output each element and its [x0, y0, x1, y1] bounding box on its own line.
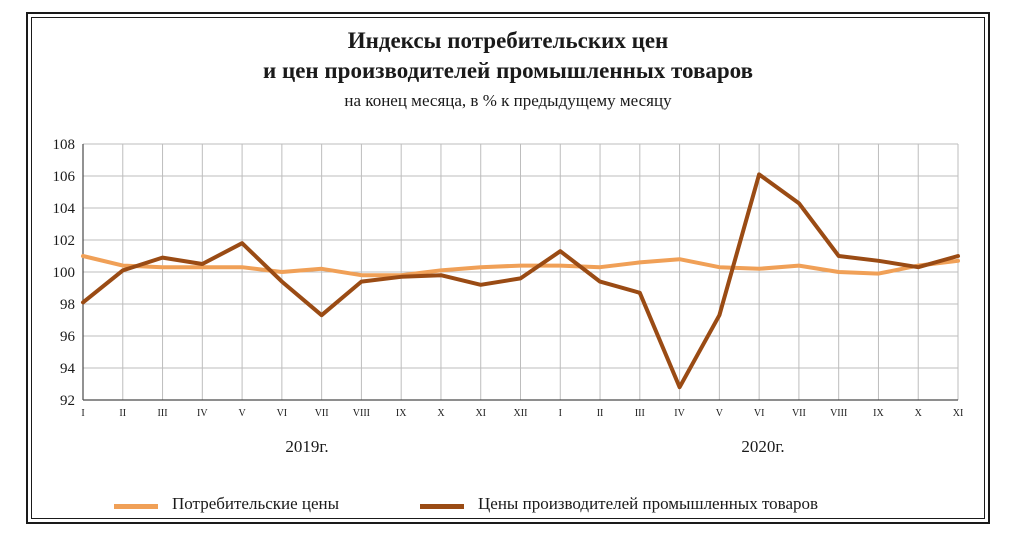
x-tick-label: VI: [277, 408, 288, 419]
x-tick-label: XI: [953, 408, 964, 419]
chart-frame-outer: [26, 12, 990, 524]
legend-swatch-consumer: [114, 504, 158, 509]
chart-title: Индексы потребительских цен: [347, 28, 669, 53]
x-tick-label: IV: [197, 408, 208, 419]
y-tick-label: 98: [60, 297, 75, 313]
x-tick-label: VI: [754, 408, 765, 419]
x-tick-label: X: [915, 408, 923, 419]
x-tick-label: III: [158, 408, 168, 419]
series-line-producer: [81, 172, 960, 390]
y-tick-label: 96: [60, 329, 76, 345]
x-tick-label: VIII: [353, 408, 370, 419]
chart-subtitle: на конец месяца, в % к предыдущему месяц…: [344, 91, 672, 110]
x-tick-label: I: [81, 408, 84, 419]
chart-title-line2: и цен производителей промышленных товаро…: [262, 58, 754, 83]
x-tick-label: VII: [792, 408, 806, 419]
y-tick-label: 108: [53, 137, 76, 153]
y-tick-label: 92: [60, 393, 75, 409]
x-tick-label: XII: [514, 408, 528, 419]
y-tick-label: 104: [53, 201, 76, 217]
series-line-consumer: [81, 254, 960, 278]
legend-label-consumer: Потребительские цены: [172, 494, 340, 513]
year-label-2020: 2020г.: [741, 437, 784, 456]
x-tick-label: V: [238, 408, 246, 419]
y-tick-label: 106: [53, 169, 76, 185]
x-tick-label: IX: [873, 408, 884, 419]
x-tick-label: II: [119, 408, 126, 419]
year-label-2019: 2019г.: [285, 437, 328, 456]
x-tick-label: IV: [674, 408, 685, 419]
x-tick-label: I: [559, 408, 562, 419]
legend-label-producer: Цены производителей промышленных товаров: [478, 494, 819, 513]
x-tick-label: II: [597, 408, 604, 419]
x-tick-label: XI: [475, 408, 486, 419]
x-tick-label: X: [437, 408, 445, 419]
y-tick-label: 94: [60, 361, 76, 377]
x-tick-label: III: [635, 408, 645, 419]
y-tick-label: 102: [53, 233, 76, 249]
chart-frame-inner: [31, 17, 985, 519]
x-tick-label: VII: [315, 408, 329, 419]
x-tick-label: VIII: [830, 408, 847, 419]
x-tick-label: V: [716, 408, 724, 419]
legend-swatch-producer: [420, 504, 464, 509]
x-tick-label: IX: [396, 408, 407, 419]
y-tick-label: 100: [53, 265, 76, 281]
